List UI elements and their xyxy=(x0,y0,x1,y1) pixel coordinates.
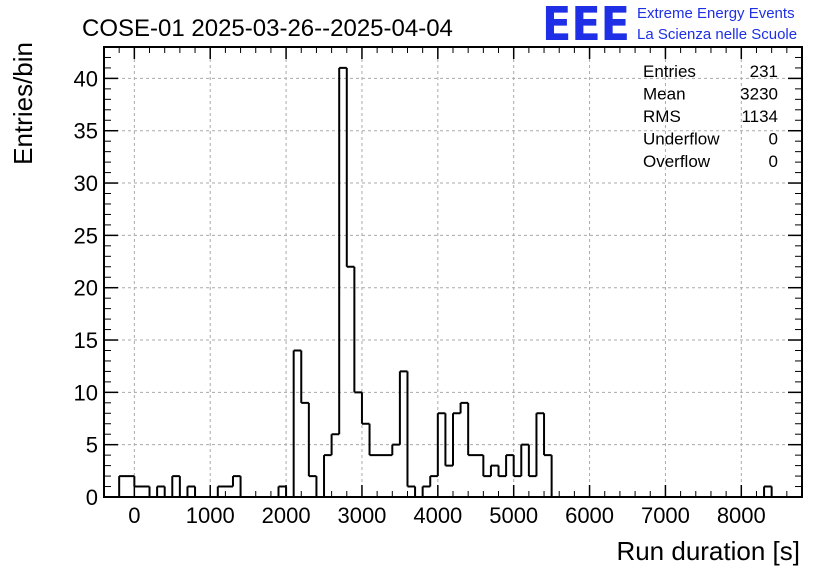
eee-logo: EEE Extreme Energy Events La Scienza nel… xyxy=(542,0,797,51)
stats-label: RMS xyxy=(643,107,681,126)
y-tick-label: 35 xyxy=(74,119,98,144)
x-tick-label: 6000 xyxy=(565,503,614,528)
y-tick-label: 15 xyxy=(74,328,98,353)
y-axis-title: Entries/bin xyxy=(8,42,38,165)
stats-label: Entries xyxy=(643,62,696,81)
axes: 0 1000 2000 3000 4000 5000 6000 7000 80000510152… xyxy=(74,46,803,528)
x-tick-label: 4000 xyxy=(413,503,462,528)
stats-label: Mean xyxy=(643,85,686,104)
stats-label: Overflow xyxy=(643,152,711,171)
y-tick-label: 5 xyxy=(86,433,98,458)
eee-logo-mark: EEE xyxy=(542,0,630,51)
x-tick-label: 5000 xyxy=(489,503,538,528)
y-tick-label: 10 xyxy=(74,380,98,405)
y-tick-label: 40 xyxy=(74,66,98,91)
stats-label: Underflow xyxy=(643,130,720,149)
stats-value: 1134 xyxy=(741,107,778,126)
stats-value: 0 xyxy=(769,152,778,171)
chart-title: COSE-01 2025-03-26--2025-04-04 xyxy=(82,15,453,42)
stats-box: Entries 231 Mean 3230 RMS 1134 Underflow 0 Overf… xyxy=(643,62,778,171)
eee-logo-line2: La Scienza nelle Scuole xyxy=(637,26,797,43)
x-axis-title: Run duration [s] xyxy=(616,536,800,566)
grid xyxy=(104,47,802,497)
stats-value: 231 xyxy=(750,62,778,81)
histogram-line xyxy=(118,66,773,497)
y-tick-label: 0 xyxy=(86,485,98,510)
eee-logo-line1: Extreme Energy Events xyxy=(637,5,795,22)
y-tick-label: 30 xyxy=(74,171,98,196)
x-tick-label: 8000 xyxy=(717,503,766,528)
x-tick-label: 1000 xyxy=(186,503,235,528)
x-tick-label: 7000 xyxy=(641,503,690,528)
stats-value: 0 xyxy=(769,130,778,149)
x-tick-label: 2000 xyxy=(262,503,311,528)
y-tick-label: 20 xyxy=(74,276,98,301)
x-tick-label: 0 xyxy=(128,503,140,528)
y-tick-label: 25 xyxy=(74,223,98,248)
x-tick-label: 3000 xyxy=(337,503,386,528)
stats-value: 3230 xyxy=(740,85,778,104)
